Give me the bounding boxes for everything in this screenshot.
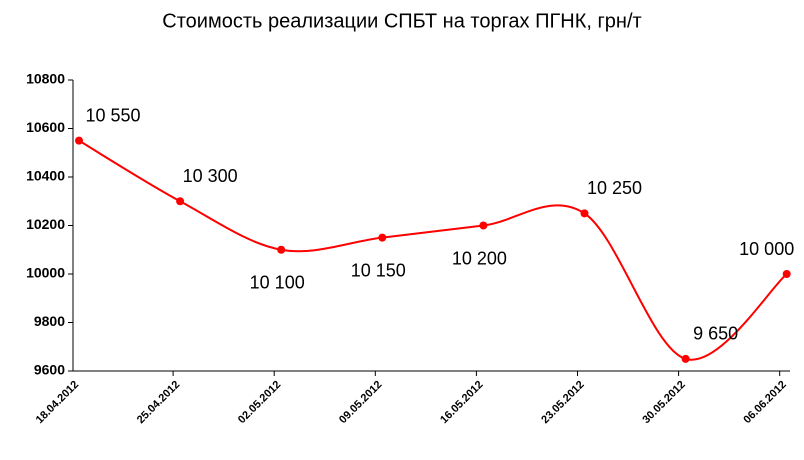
y-tick-label: 10000	[26, 265, 65, 281]
x-tick-label: 06.06.2012	[741, 379, 788, 426]
y-tick-label: 9800	[34, 313, 65, 329]
y-tick-label: 10600	[26, 119, 65, 135]
marker	[479, 221, 488, 230]
value-label: 10 250	[587, 178, 642, 198]
value-label: 10 100	[250, 273, 305, 293]
value-label: 10 300	[183, 166, 238, 186]
value-label: 9 650	[693, 324, 738, 344]
x-tick-label: 09.05.2012	[337, 379, 384, 426]
marker	[75, 136, 83, 145]
marker	[378, 233, 387, 242]
y-tick-label: 10200	[26, 216, 65, 232]
x-tick-label: 18.04.2012	[34, 379, 81, 426]
x-tick-label: 25.04.2012	[135, 379, 182, 426]
x-tick-label: 16.05.2012	[438, 379, 485, 426]
value-label: 10 550	[85, 105, 140, 125]
value-label: 10 150	[351, 260, 406, 280]
value-label: 10 200	[452, 248, 507, 268]
y-tick-label: 10800	[26, 71, 65, 87]
marker	[782, 270, 791, 278]
y-tick-label: 10400	[26, 168, 65, 184]
marker	[277, 245, 286, 254]
chart-title: Стоимость реализации СПБТ на торгах ПГНК…	[162, 10, 641, 32]
marker	[176, 197, 185, 206]
x-tick-label: 02.05.2012	[236, 379, 283, 426]
x-tick-label: 30.05.2012	[640, 379, 687, 426]
value-label: 10 000	[739, 239, 794, 259]
marker	[681, 354, 690, 363]
y-tick-label: 9600	[34, 362, 65, 378]
marker	[580, 209, 589, 218]
x-tick-label: 23.05.2012	[539, 379, 586, 426]
